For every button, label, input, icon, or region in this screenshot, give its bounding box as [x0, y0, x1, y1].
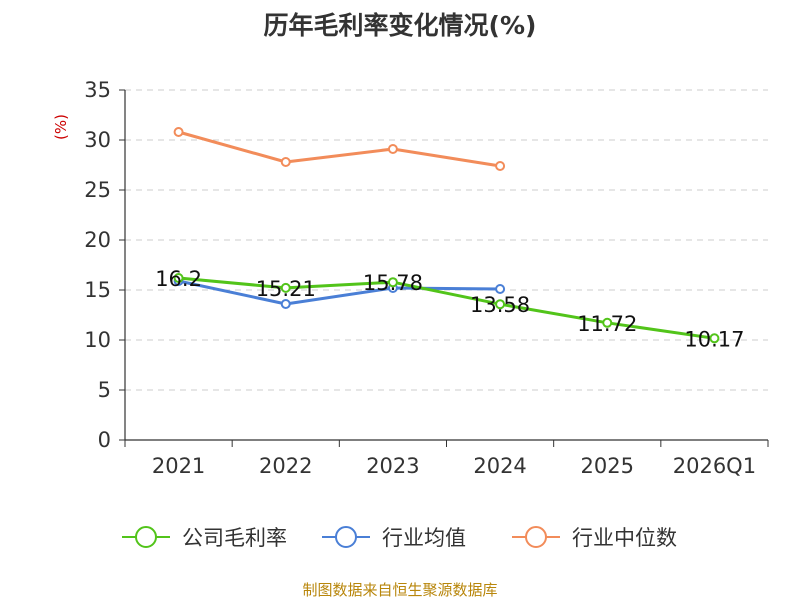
data-label: 16.2: [155, 267, 202, 291]
legend-marker: [335, 526, 357, 548]
data-point[interactable]: [280, 157, 291, 167]
data-point[interactable]: [495, 284, 506, 294]
data-point[interactable]: [602, 317, 613, 328]
legend-label: 行业中位数: [572, 526, 677, 550]
legend-marker: [525, 526, 547, 548]
x-tick-label: 2024: [473, 454, 526, 478]
y-tick-label: 25: [84, 178, 111, 202]
x-tick-label: 2021: [152, 454, 205, 478]
series-line: [177, 276, 716, 340]
x-tick-label: 2025: [581, 454, 634, 478]
data-labels: 16.2 15.21 15.78 13.58 11.72 10.17: [155, 267, 744, 351]
y-tick-label: 35: [84, 78, 111, 102]
data-point[interactable]: [709, 333, 720, 344]
data-label: 13.58: [470, 293, 530, 317]
y-tick-label: 20: [84, 228, 111, 252]
series-0: [173, 273, 720, 344]
x-tick-label: 2026Q1: [673, 454, 756, 478]
data-point[interactable]: [495, 299, 506, 310]
legend-item-2[interactable]: 行业中位数: [512, 526, 677, 550]
x-tick-label: 2022: [259, 454, 312, 478]
chart-title: 历年毛利率变化情况(%): [264, 11, 537, 40]
data-point[interactable]: [495, 161, 506, 171]
x-tick-label: 2023: [366, 454, 419, 478]
data-point[interactable]: [173, 273, 184, 283]
y-tick-label: 10: [84, 328, 111, 352]
y-axis-label: (%): [52, 114, 70, 140]
y-tick-label: 5: [98, 378, 111, 402]
y-tick-label: 30: [84, 128, 111, 152]
legend-item-1[interactable]: 行业均值: [322, 526, 466, 550]
series-group: [173, 127, 720, 344]
data-label: 15.21: [256, 277, 316, 301]
source-note: 制图数据来自恒生聚源数据库: [302, 581, 497, 599]
data-point[interactable]: [280, 282, 291, 293]
data-point[interactable]: [173, 127, 184, 137]
data-label: 10.17: [684, 327, 744, 351]
legend-label: 行业均值: [382, 526, 466, 550]
data-point[interactable]: [387, 277, 398, 288]
series-2: [173, 127, 506, 171]
y-tick-label: 0: [98, 428, 111, 452]
y-tick-label: 15: [84, 278, 111, 302]
data-label: 11.72: [577, 312, 637, 336]
grid-lines: [125, 89, 768, 391]
legend-marker: [135, 526, 157, 548]
legend[interactable]: 公司毛利率 行业均值 行业中位数: [122, 526, 677, 550]
legend-item-0[interactable]: 公司毛利率: [122, 526, 287, 550]
legend-label: 公司毛利率: [182, 526, 287, 550]
series-line: [177, 279, 502, 306]
data-point[interactable]: [387, 144, 398, 154]
data-point[interactable]: [280, 299, 291, 309]
data-label: 15.78: [363, 271, 423, 295]
series-line: [177, 130, 502, 168]
